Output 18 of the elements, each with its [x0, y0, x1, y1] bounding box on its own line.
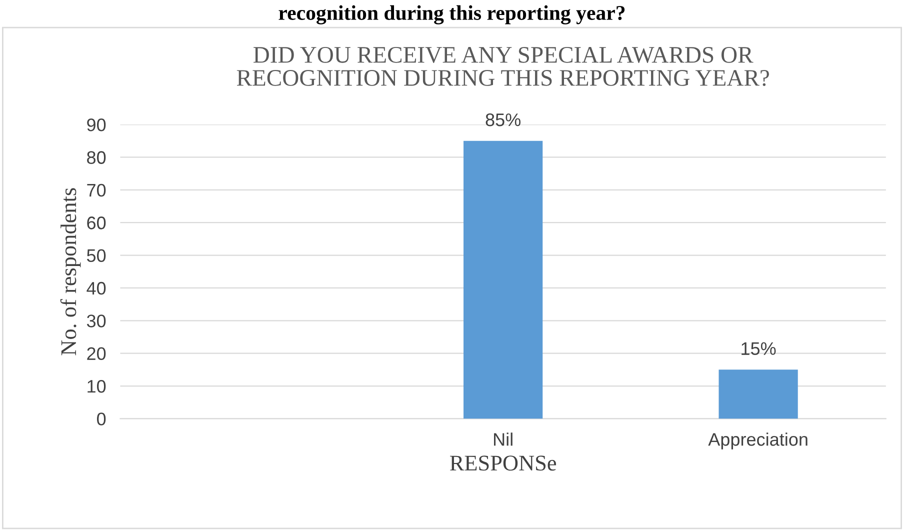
y-tick-label: 80 [87, 151, 106, 164]
y-tick-label: 90 [87, 118, 106, 132]
y-tick-label: 50 [86, 249, 106, 262]
x-tick-label: Nil [494, 432, 512, 446]
y-tick-label: 30 [86, 314, 106, 328]
y-tick-label: 20 [87, 347, 106, 360]
y-axis-title: No. of respondents [60, 188, 81, 356]
y-tick-label: 40 [86, 282, 106, 295]
y-tick-label: 10 [88, 380, 106, 393]
data-label: 85% [486, 113, 521, 126]
x-axis-title: RESPONSe [450, 456, 556, 471]
x-tick-label: Appreciation [708, 432, 808, 450]
chart-title: DID YOU RECEIVE ANY SPECIAL AWARDS OR RECOGNITION DURING THIS REPORTING YEAR? [236, 46, 769, 86]
y-tick-label: 60 [87, 216, 106, 230]
text: recognition during this reporting year? [278, 5, 625, 24]
data-label: 15% [742, 342, 776, 355]
y-tick-label: 0 [97, 412, 106, 426]
y-tick-label: 70 [87, 184, 106, 197]
